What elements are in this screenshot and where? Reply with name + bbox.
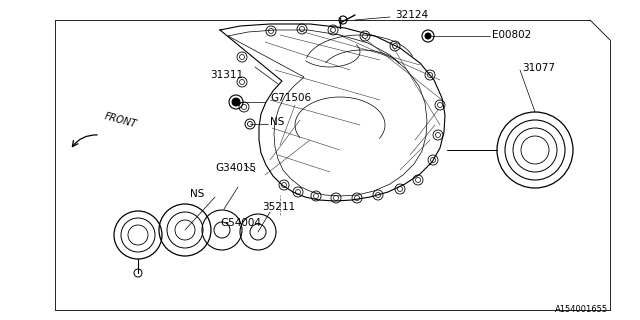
Circle shape	[362, 34, 367, 38]
Text: 35211: 35211	[262, 202, 295, 212]
Circle shape	[239, 54, 244, 60]
Circle shape	[282, 182, 287, 188]
Circle shape	[425, 33, 431, 39]
Circle shape	[392, 44, 397, 49]
Text: G34015: G34015	[215, 163, 256, 173]
Text: NS: NS	[270, 117, 284, 127]
Text: E00802: E00802	[492, 30, 531, 40]
Text: 31311: 31311	[210, 70, 243, 80]
Circle shape	[314, 194, 319, 198]
Circle shape	[248, 122, 253, 126]
Circle shape	[397, 187, 403, 191]
Circle shape	[296, 189, 301, 195]
Text: G54004: G54004	[220, 218, 261, 228]
Text: NS: NS	[190, 189, 204, 199]
Circle shape	[376, 193, 381, 197]
Circle shape	[330, 28, 335, 33]
Circle shape	[239, 79, 244, 84]
Circle shape	[241, 105, 246, 109]
Text: G71506: G71506	[270, 93, 311, 103]
Circle shape	[415, 178, 420, 182]
Circle shape	[300, 27, 305, 31]
Text: 32124: 32124	[395, 10, 428, 20]
Circle shape	[428, 73, 433, 77]
Circle shape	[438, 102, 442, 108]
Circle shape	[333, 196, 339, 201]
Circle shape	[431, 157, 435, 163]
Circle shape	[435, 132, 440, 138]
Text: FRONT: FRONT	[103, 112, 138, 130]
Circle shape	[355, 196, 360, 201]
Text: 31077: 31077	[522, 63, 555, 73]
Text: A154001655: A154001655	[555, 305, 608, 314]
Circle shape	[269, 28, 273, 34]
Circle shape	[232, 98, 240, 106]
